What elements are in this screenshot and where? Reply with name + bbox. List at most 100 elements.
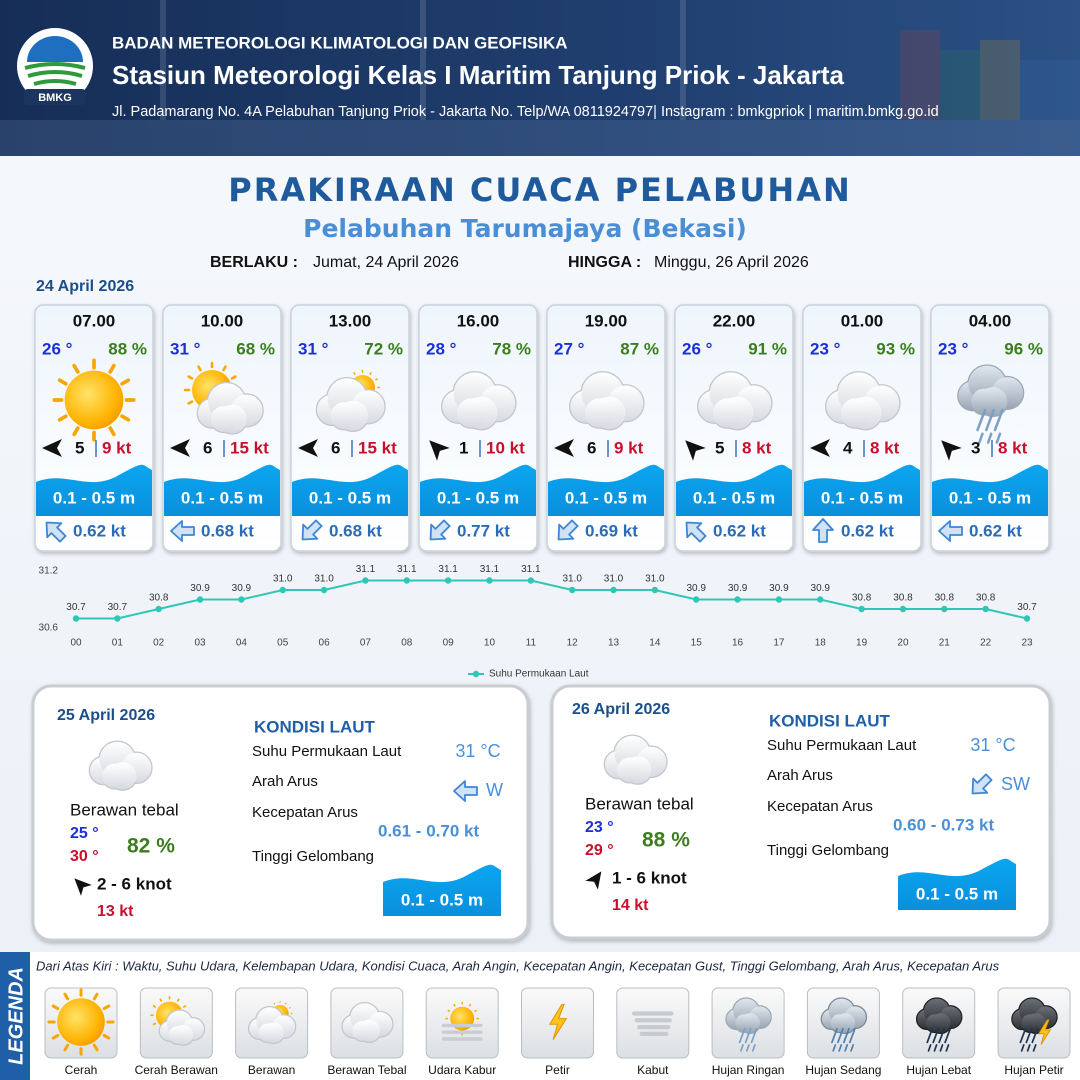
cloud-part — [712, 398, 743, 428]
wind-arrow — [298, 439, 318, 457]
logo-dome — [27, 36, 83, 62]
time: 01.00 — [841, 311, 884, 330]
wave-label: Tinggi Gelombang — [252, 848, 374, 865]
y-tick-label: 31.2 — [39, 566, 59, 577]
rain-streak — [932, 1027, 940, 1044]
gust: 10 kt — [486, 438, 525, 457]
gust: 13 kt — [97, 903, 134, 920]
gust: 9 kt — [102, 438, 132, 457]
sst-point — [734, 596, 741, 603]
weather-icon — [47, 988, 115, 1056]
wave-height: 0.1 - 0.5 m — [821, 488, 903, 507]
time: 16.00 — [457, 311, 500, 330]
cloud-part — [617, 757, 642, 783]
weather-icon — [697, 371, 773, 431]
logo-stripe — [33, 79, 77, 86]
data-label: 30.9 — [232, 583, 252, 594]
sst-point — [196, 596, 204, 603]
rain-streak — [738, 1027, 746, 1044]
weather-text: Berawan tebal — [70, 800, 179, 819]
rain-streak — [850, 1044, 855, 1052]
current-speed: 0.62 kt — [841, 521, 894, 540]
cloud-part — [584, 398, 615, 428]
sun-disc — [57, 998, 105, 1046]
data-label: 31.1 — [438, 564, 458, 575]
humidity: 68 % — [236, 339, 275, 358]
wind-arrow — [429, 440, 450, 461]
wind-arrow — [810, 439, 830, 457]
sun-ray — [468, 1003, 471, 1007]
rain-streak — [939, 1044, 944, 1052]
legend-item: Cerah Berawan — [135, 1063, 218, 1077]
legend-item: Udara Kabur — [428, 1063, 496, 1077]
gust: 15 kt — [358, 438, 397, 457]
sst-point — [362, 577, 369, 584]
x-tick-label: 00 — [70, 638, 82, 649]
legend-strip — [0, 952, 30, 1080]
weather-icon — [183, 361, 264, 435]
sun-ray — [369, 372, 372, 375]
sun-disc — [64, 370, 124, 430]
sst-point — [775, 596, 783, 603]
cloud-part — [971, 388, 998, 415]
x-tick-label: 18 — [815, 638, 827, 649]
x-tick-label: 09 — [443, 638, 455, 649]
current-arrow — [685, 521, 707, 543]
gust: 14 kt — [612, 897, 649, 914]
wave-band — [548, 464, 664, 516]
humidity: 91 % — [748, 339, 787, 358]
time: 04.00 — [969, 311, 1012, 330]
data-label: 31.0 — [314, 574, 334, 585]
legend-item: Petir — [545, 1063, 570, 1077]
weather-icon — [247, 1001, 297, 1045]
sun-ray — [72, 363, 80, 374]
temperature: 27 ° — [554, 339, 585, 358]
sun-ray — [72, 426, 80, 437]
x-tick-label: 21 — [939, 638, 951, 649]
wind-range: 2 - 6 knot — [97, 874, 172, 893]
sun-ray — [63, 1043, 70, 1052]
rain-streak — [831, 1027, 838, 1044]
agency: BADAN METEOROLOGI KLIMATOLOGI DAN GEOFIS… — [112, 33, 568, 52]
weather-icon — [150, 995, 206, 1046]
rain-streak — [976, 408, 987, 432]
x-tick-label: 13 — [608, 638, 620, 649]
header-bg — [0, 0, 1080, 156]
sst-point — [941, 605, 948, 613]
temperature: 23 ° — [810, 339, 841, 358]
weather-icon — [915, 997, 963, 1052]
x-tick-label: 11 — [526, 638, 537, 649]
x-tick-label: 01 — [112, 638, 124, 649]
humidity: 82 % — [127, 835, 175, 858]
wind-arrow — [554, 439, 574, 457]
x-tick-label: 15 — [691, 638, 703, 649]
current-speed: 0.62 kt — [969, 521, 1022, 540]
rain-streak — [986, 432, 993, 444]
sun-ray — [108, 363, 116, 374]
sst-point — [114, 615, 121, 622]
time: 07.00 — [73, 311, 116, 330]
sun-ray — [187, 375, 194, 380]
temp-max: 30 ° — [70, 848, 99, 865]
rain-streak — [933, 1044, 938, 1052]
wind-speed: 5 — [75, 438, 84, 457]
time: 19.00 — [585, 311, 628, 330]
gust: 9 kt — [614, 438, 644, 457]
x-tick-label: 16 — [732, 638, 744, 649]
gust: 8 kt — [998, 438, 1028, 457]
sun-ray — [92, 992, 99, 1001]
cloud-part — [102, 763, 127, 789]
data-label: 31.0 — [273, 574, 293, 585]
data-label: 31.0 — [604, 574, 624, 585]
title: PRAKIRAAN CUACA PELABUHAN — [228, 171, 851, 209]
sst-point — [610, 586, 617, 594]
data-label: 30.7 — [108, 602, 128, 613]
sst-point — [693, 596, 700, 603]
humidity: 93 % — [876, 339, 915, 358]
current-dir: SW — [1001, 774, 1030, 794]
data-label: 31.1 — [480, 564, 500, 575]
data-label: 30.9 — [728, 583, 748, 594]
humidity: 78 % — [492, 339, 531, 358]
data-label: 30.8 — [149, 593, 169, 604]
